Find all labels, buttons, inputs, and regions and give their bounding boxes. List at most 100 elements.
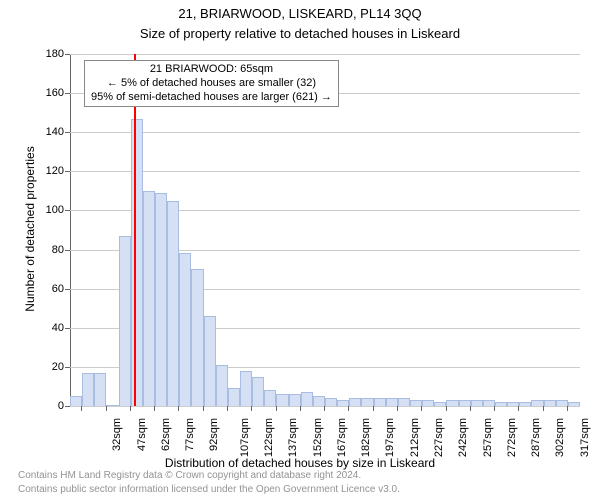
grid-line <box>70 171 580 172</box>
y-tick-label: 160 <box>46 87 64 99</box>
histogram-bar <box>568 402 580 406</box>
x-tick-label: 107sqm <box>239 418 251 457</box>
x-tick-mark <box>397 406 398 411</box>
x-tick-mark <box>421 406 422 411</box>
x-tick-label: 137sqm <box>287 418 299 457</box>
y-tick-mark <box>65 171 70 172</box>
histogram-bar <box>191 269 203 406</box>
histogram-bar <box>94 373 106 406</box>
y-tick-mark <box>65 93 70 94</box>
x-tick-label: 272sqm <box>506 418 518 457</box>
x-tick-label: 47sqm <box>136 418 148 451</box>
histogram-bar <box>155 193 167 406</box>
histogram-bar <box>228 388 240 406</box>
x-tick-label: 242sqm <box>457 418 469 457</box>
histogram-bar <box>422 400 434 406</box>
y-tick-mark <box>65 250 70 251</box>
histogram-bar <box>143 191 155 406</box>
histogram-bar <box>216 365 228 406</box>
x-tick-label: 122sqm <box>263 418 275 457</box>
histogram-bar <box>374 398 386 406</box>
x-tick-label: 182sqm <box>360 418 372 457</box>
histogram-bar <box>82 373 94 406</box>
x-tick-label: 257sqm <box>482 418 494 457</box>
x-tick-mark <box>154 406 155 411</box>
x-tick-mark <box>373 406 374 411</box>
histogram-bar <box>240 371 252 406</box>
histogram-bar <box>544 400 556 406</box>
y-axis-line <box>70 54 71 406</box>
x-tick-label: 287sqm <box>530 418 542 457</box>
histogram-bar <box>398 398 410 406</box>
x-tick-mark <box>446 406 447 411</box>
x-tick-mark <box>324 406 325 411</box>
y-tick-label: 100 <box>46 204 64 216</box>
histogram-bar <box>167 201 179 406</box>
y-tick-mark <box>65 367 70 368</box>
histogram-bar <box>410 400 422 406</box>
x-tick-mark <box>348 406 349 411</box>
histogram-bar <box>179 253 191 406</box>
histogram-bar <box>252 377 264 406</box>
histogram-bar <box>459 400 471 406</box>
histogram-bar <box>70 396 82 406</box>
y-tick-mark <box>65 289 70 290</box>
x-tick-label: 317sqm <box>579 418 591 457</box>
histogram-bar <box>434 402 446 406</box>
x-tick-label: 197sqm <box>385 418 397 457</box>
x-tick-mark <box>178 406 179 411</box>
x-tick-mark <box>518 406 519 411</box>
y-tick-mark <box>65 210 70 211</box>
y-tick-mark <box>65 406 70 407</box>
y-tick-mark <box>65 328 70 329</box>
annotation-line: 95% of semi-detached houses are larger (… <box>91 91 332 105</box>
histogram-bar <box>483 400 495 406</box>
x-tick-label: 62sqm <box>160 418 172 451</box>
y-tick-label: 60 <box>52 283 64 295</box>
x-tick-label: 77sqm <box>184 418 196 451</box>
x-tick-label: 212sqm <box>409 418 421 457</box>
histogram-bar <box>301 392 313 406</box>
footer-line-2: Contains public sector information licen… <box>18 484 400 495</box>
histogram-bar <box>325 398 337 406</box>
x-tick-mark <box>130 406 131 411</box>
chart-container: 21, BRIARWOOD, LISKEARD, PL14 3QQ Size o… <box>0 0 600 500</box>
histogram-bar <box>495 402 507 406</box>
histogram-bar <box>313 396 325 406</box>
y-tick-mark <box>65 132 70 133</box>
histogram-bar <box>131 119 143 406</box>
histogram-bar <box>471 400 483 406</box>
x-tick-label: 167sqm <box>336 418 348 457</box>
x-tick-mark <box>203 406 204 411</box>
annotation-line: 21 BRIARWOOD: 65sqm <box>91 63 332 77</box>
histogram-bar <box>519 402 531 406</box>
annotation-box: 21 BRIARWOOD: 65sqm← 5% of detached hous… <box>84 60 339 107</box>
y-tick-label: 180 <box>46 48 64 60</box>
y-tick-label: 80 <box>52 244 64 256</box>
histogram-bar <box>106 405 118 406</box>
x-tick-mark <box>494 406 495 411</box>
grid-line <box>70 54 580 55</box>
x-tick-mark <box>470 406 471 411</box>
histogram-bar <box>264 390 276 406</box>
x-tick-mark <box>81 406 82 411</box>
y-tick-mark <box>65 54 70 55</box>
histogram-bar <box>507 402 519 406</box>
y-tick-label: 20 <box>52 361 64 373</box>
x-tick-mark <box>567 406 568 411</box>
x-tick-label: 302sqm <box>555 418 567 457</box>
footer-line-1: Contains HM Land Registry data © Crown c… <box>18 470 361 481</box>
histogram-bar <box>531 400 543 406</box>
x-tick-label: 152sqm <box>312 418 324 457</box>
x-tick-mark <box>300 406 301 411</box>
y-axis-title: Number of detached properties <box>23 129 37 329</box>
chart-title: 21, BRIARWOOD, LISKEARD, PL14 3QQ <box>0 6 600 21</box>
x-tick-mark <box>227 406 228 411</box>
histogram-bar <box>119 236 131 406</box>
y-tick-label: 0 <box>58 400 64 412</box>
histogram-bar <box>204 316 216 406</box>
histogram-bar <box>386 398 398 406</box>
y-tick-label: 120 <box>46 165 64 177</box>
y-tick-label: 140 <box>46 126 64 138</box>
chart-subtitle: Size of property relative to detached ho… <box>0 26 600 41</box>
